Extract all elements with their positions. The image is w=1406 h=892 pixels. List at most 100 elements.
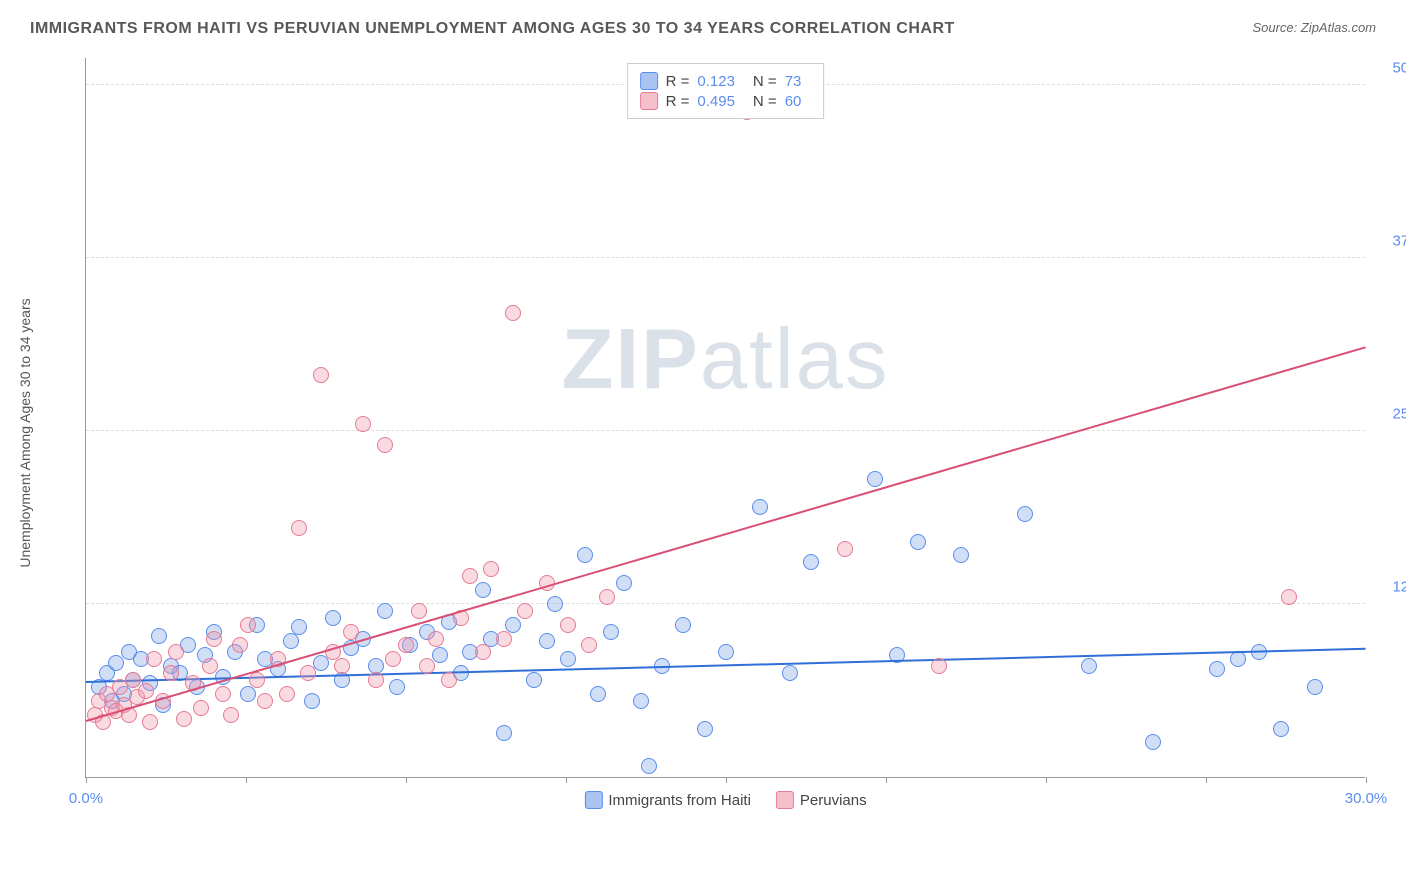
legend-item: Immigrants from Haiti: [584, 791, 751, 809]
scatter-point: [163, 665, 179, 681]
x-tick-label: 30.0%: [1345, 790, 1388, 807]
x-tick: [406, 777, 407, 783]
scatter-point: [475, 582, 491, 598]
scatter-point: [581, 637, 597, 653]
x-tick: [1206, 777, 1207, 783]
legend-swatch: [640, 72, 658, 90]
header: IMMIGRANTS FROM HAITI VS PERUVIAN UNEMPL…: [30, 20, 1376, 38]
scatter-point: [240, 617, 256, 633]
scatter-point: [603, 624, 619, 640]
scatter-point: [475, 644, 491, 660]
scatter-point: [547, 596, 563, 612]
r-value: 0.123: [697, 73, 735, 90]
scatter-point: [867, 471, 883, 487]
scatter-point: [389, 679, 405, 695]
scatter-point: [462, 568, 478, 584]
x-tick: [1366, 777, 1367, 783]
scatter-point: [411, 603, 427, 619]
scatter-point: [483, 561, 499, 577]
scatter-point: [215, 686, 231, 702]
scatter-point: [1081, 658, 1097, 674]
series-legend: Immigrants from Haiti Peruvians: [584, 791, 866, 809]
scatter-point: [526, 672, 542, 688]
scatter-point: [782, 665, 798, 681]
scatter-point: [313, 367, 329, 383]
scatter-point: [304, 693, 320, 709]
scatter-point: [1145, 734, 1161, 750]
scatter-point: [377, 437, 393, 453]
scatter-point: [138, 683, 154, 699]
scatter-point: [953, 547, 969, 563]
x-tick: [246, 777, 247, 783]
scatter-point: [752, 499, 768, 515]
scatter-point: [539, 633, 555, 649]
scatter-point: [1017, 506, 1033, 522]
scatter-point: [343, 624, 359, 640]
r-label: R =: [666, 93, 690, 110]
scatter-point: [368, 672, 384, 688]
n-value: 73: [785, 73, 802, 90]
scatter-point: [202, 658, 218, 674]
r-label: R =: [666, 73, 690, 90]
scatter-point: [249, 672, 265, 688]
scatter-point: [1281, 589, 1297, 605]
scatter-point: [142, 714, 158, 730]
scatter-point: [291, 619, 307, 635]
chart-title: IMMIGRANTS FROM HAITI VS PERUVIAN UNEMPL…: [30, 20, 955, 38]
scatter-point: [633, 693, 649, 709]
scatter-point: [108, 655, 124, 671]
grid-line: [86, 603, 1365, 604]
scatter-point: [325, 610, 341, 626]
x-tick: [86, 777, 87, 783]
y-tick-label: 37.5%: [1392, 232, 1406, 249]
correlation-legend-row: R = 0.123N = 73: [640, 72, 812, 90]
scatter-point: [1230, 651, 1246, 667]
correlation-legend-row: R = 0.495N = 60: [640, 92, 812, 110]
scatter-point: [616, 575, 632, 591]
scatter-point: [151, 628, 167, 644]
scatter-point: [283, 633, 299, 649]
source-label: Source: ZipAtlas.com: [1252, 20, 1376, 35]
scatter-point: [428, 631, 444, 647]
scatter-point: [718, 644, 734, 660]
y-axis-label: Unemployment Among Ages 30 to 34 years: [17, 298, 33, 567]
scatter-point: [377, 603, 393, 619]
legend-label: Peruvians: [800, 792, 867, 809]
scatter-point: [441, 672, 457, 688]
scatter-point: [910, 534, 926, 550]
scatter-point: [334, 658, 350, 674]
scatter-point: [419, 658, 435, 674]
y-tick-label: 25.0%: [1392, 405, 1406, 422]
scatter-point: [517, 603, 533, 619]
y-tick-label: 50.0%: [1392, 59, 1406, 76]
legend-swatch: [640, 92, 658, 110]
scatter-point: [1209, 661, 1225, 677]
scatter-point: [641, 758, 657, 774]
scatter-point: [176, 711, 192, 727]
plot-region: ZIPatlas R = 0.123N = 73R = 0.495N = 60 …: [85, 58, 1365, 778]
x-tick: [1046, 777, 1047, 783]
scatter-point: [560, 617, 576, 633]
scatter-point: [193, 700, 209, 716]
scatter-point: [291, 520, 307, 536]
scatter-point: [168, 644, 184, 660]
y-tick-label: 12.5%: [1392, 578, 1406, 595]
scatter-point: [206, 631, 222, 647]
scatter-point: [279, 686, 295, 702]
legend-swatch: [584, 791, 602, 809]
r-value: 0.495: [697, 93, 735, 110]
chart-container: IMMIGRANTS FROM HAITI VS PERUVIAN UNEMPL…: [0, 0, 1406, 892]
scatter-point: [560, 651, 576, 667]
scatter-point: [675, 617, 691, 633]
x-tick: [886, 777, 887, 783]
legend-item: Peruvians: [776, 791, 867, 809]
scatter-point: [240, 686, 256, 702]
watermark: ZIPatlas: [562, 311, 890, 409]
legend-swatch: [776, 791, 794, 809]
scatter-point: [505, 305, 521, 321]
scatter-point: [257, 693, 273, 709]
x-tick: [566, 777, 567, 783]
scatter-point: [223, 707, 239, 723]
scatter-point: [385, 651, 401, 667]
scatter-point: [590, 686, 606, 702]
